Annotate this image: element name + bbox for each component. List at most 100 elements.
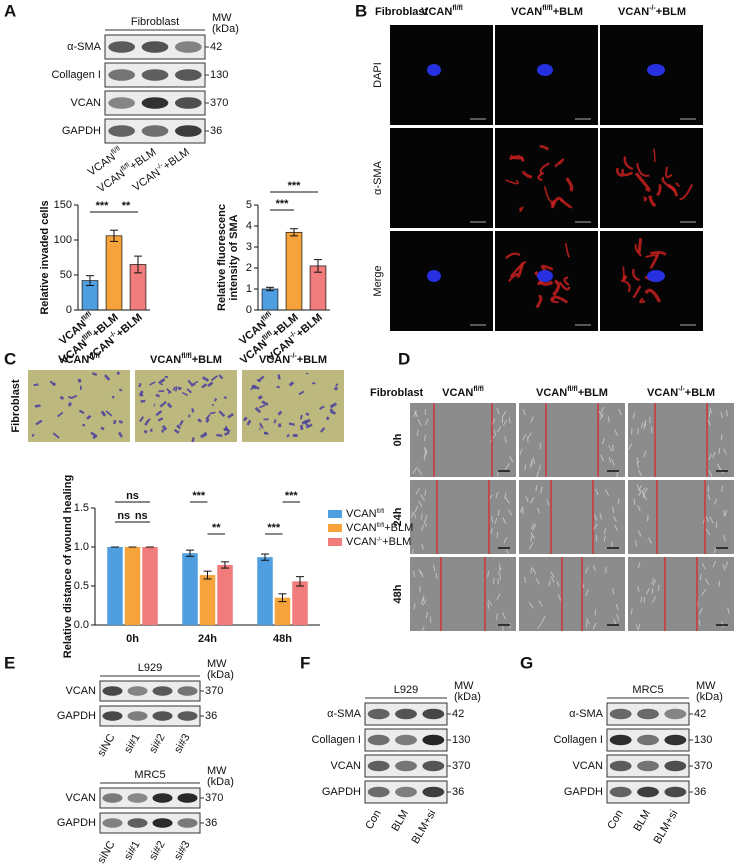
cell — [493, 429, 497, 437]
actin-signal — [643, 196, 648, 202]
cell — [603, 528, 607, 535]
actin-signal — [634, 243, 642, 257]
label-base: VCAN — [511, 6, 542, 18]
cell — [421, 598, 424, 605]
cell — [288, 381, 295, 387]
cell — [227, 413, 234, 419]
significance-label: *** — [267, 522, 281, 534]
cell — [223, 431, 230, 436]
cell — [548, 580, 551, 587]
cell — [641, 422, 644, 429]
actin-signal — [639, 297, 646, 304]
cell — [34, 404, 41, 408]
error-bar — [296, 576, 304, 587]
cell — [176, 424, 182, 430]
significance-label: ** — [212, 522, 221, 534]
cell — [594, 488, 599, 496]
cell — [276, 385, 281, 389]
legend-label: VCANfl/fl — [346, 508, 384, 520]
cell — [111, 395, 115, 399]
cell — [424, 448, 428, 455]
cell — [179, 419, 184, 426]
actin-signal — [519, 206, 524, 212]
band — [367, 760, 390, 772]
lane-label: si#1 — [122, 732, 142, 755]
cell — [422, 599, 427, 606]
column-header: VCANfl/fl — [58, 353, 100, 366]
band — [141, 69, 169, 81]
band — [422, 708, 445, 720]
cell — [246, 419, 252, 426]
cell — [140, 399, 146, 403]
band — [102, 818, 123, 828]
cell — [505, 463, 510, 470]
cell — [636, 484, 640, 491]
cell — [530, 567, 533, 574]
label-base: VCAN — [150, 354, 181, 366]
cell — [35, 419, 43, 426]
label-suffix: +BLM — [161, 146, 192, 172]
cell — [138, 390, 144, 397]
actin-signal — [615, 167, 624, 178]
cell — [617, 498, 620, 505]
cell — [550, 571, 555, 578]
actin-signal — [508, 273, 518, 282]
y-axis-label: Relative invaded cells — [39, 200, 51, 314]
cell — [100, 410, 107, 417]
actin-signal — [620, 279, 631, 293]
legend-label: VCAN-/-+BLM — [346, 536, 411, 548]
band — [175, 125, 202, 137]
cell — [417, 419, 422, 426]
label-suffix: +BLM — [685, 387, 715, 399]
cell — [424, 514, 427, 522]
cell — [261, 400, 269, 407]
nucleus — [537, 270, 553, 282]
bar — [274, 597, 291, 625]
cell — [599, 513, 602, 520]
cell — [105, 410, 113, 417]
actin-signal — [563, 276, 570, 286]
cell — [592, 523, 598, 531]
cell — [556, 580, 560, 588]
significance-label: *** — [285, 490, 299, 502]
cell — [599, 413, 604, 420]
cell — [643, 487, 648, 495]
cell — [509, 456, 514, 463]
cell — [718, 447, 721, 454]
band — [152, 686, 173, 696]
actin-signal — [540, 264, 554, 272]
panel-letter: G — [520, 653, 533, 672]
error-bar — [261, 553, 269, 561]
mw-value: 42 — [694, 708, 706, 720]
cell — [197, 418, 203, 423]
cell — [205, 417, 210, 423]
cell — [299, 414, 303, 420]
error-bar — [134, 255, 142, 274]
protein-label: VCAN — [572, 760, 603, 772]
cell — [614, 429, 619, 437]
protein-label: GAPDH — [322, 786, 361, 798]
cell — [496, 531, 499, 539]
label-base: VCAN — [618, 6, 649, 18]
band — [127, 793, 148, 803]
y-tick-label: 3 — [246, 241, 252, 253]
cell — [502, 419, 508, 427]
cell — [698, 619, 701, 626]
cell — [288, 422, 295, 426]
actin-signal — [551, 295, 569, 304]
label-sup: fl/fl — [120, 162, 132, 173]
cell — [414, 505, 419, 513]
cell — [725, 410, 728, 417]
cell — [495, 492, 499, 499]
protein-label: VCAN — [70, 97, 101, 109]
cell — [724, 509, 728, 517]
lane-label: BLM+si — [652, 808, 681, 846]
band — [108, 69, 135, 81]
cell — [494, 517, 498, 524]
cell — [487, 602, 490, 609]
micrograph — [390, 231, 493, 331]
cell — [68, 395, 73, 400]
protein-label: Collagen I — [311, 734, 361, 746]
y-axis-label: Relative fluorescenc — [216, 204, 228, 311]
band — [367, 708, 390, 720]
